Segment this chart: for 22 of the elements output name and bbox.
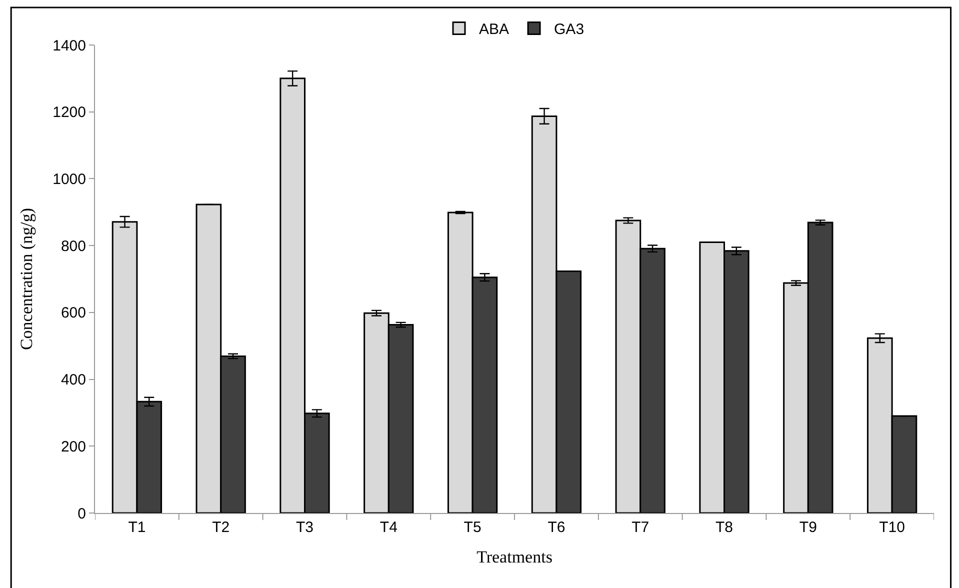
y-tick-label: 400 (60, 372, 86, 389)
x-tick-label: T6 (548, 519, 566, 536)
y-tick-label: 600 (60, 304, 86, 322)
y-tick-label: 1200 (52, 104, 86, 122)
y-tick-label: 1000 (52, 170, 86, 188)
y-tick-label: 0 (78, 505, 86, 522)
x-tick-label: T7 (632, 519, 650, 536)
x-axis-title: Treatments (476, 547, 552, 566)
x-tick-label: T10 (879, 519, 905, 536)
y-tick-label: 800 (60, 238, 86, 255)
x-tick-label: T2 (212, 519, 230, 536)
x-tick-label: T5 (464, 519, 482, 536)
x-tick-label: T8 (715, 519, 734, 536)
x-tick-label: T4 (380, 519, 398, 536)
y-axis-title: Concentration (ng/g) (17, 208, 36, 350)
y-tick-label: 200 (60, 438, 86, 456)
x-tick-label: T9 (799, 519, 817, 536)
legend-label: GA3 (554, 21, 584, 38)
y-tick-label: 1400 (52, 37, 86, 54)
legend-label: ABA (479, 21, 510, 38)
x-tick-label: T3 (296, 519, 314, 536)
x-tick-label: T1 (128, 519, 146, 536)
